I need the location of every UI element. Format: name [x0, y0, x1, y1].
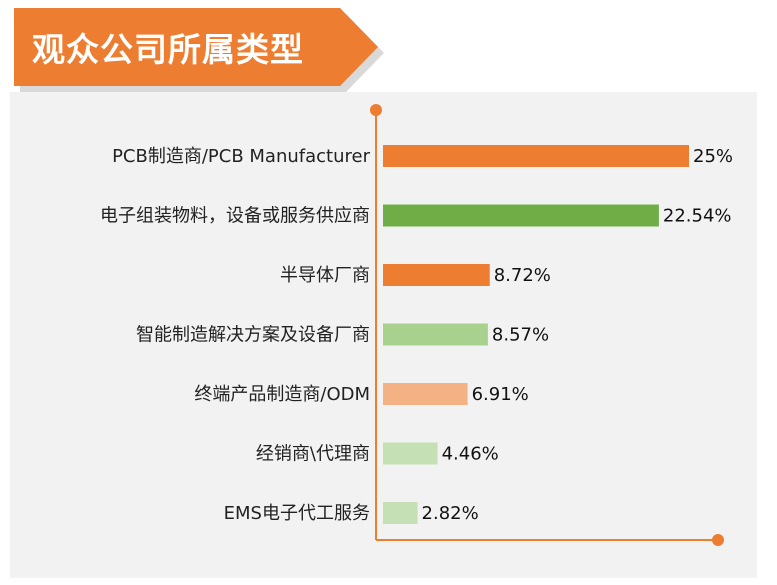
- data-label: 6.91%: [472, 384, 529, 405]
- bar: [383, 442, 438, 465]
- bar: [383, 204, 659, 227]
- title-banner: [14, 8, 384, 92]
- axis-end-dot: [712, 534, 724, 546]
- data-label: 22.54%: [663, 206, 732, 227]
- category-label: 电子组装物料，设备或服务供应商: [100, 206, 370, 227]
- category-label: 终端产品制造商/ODM: [194, 384, 370, 405]
- bar: [383, 323, 488, 346]
- category-label: EMS电子代工服务: [224, 503, 370, 524]
- category-label: 经销商\代理商: [256, 444, 370, 465]
- bar: [383, 145, 689, 167]
- data-label: 8.57%: [492, 325, 549, 346]
- bar: [383, 264, 490, 286]
- category-label: PCB制造商/PCB Manufacturer: [112, 146, 371, 167]
- bar: [383, 383, 468, 405]
- axis-end-dot: [370, 104, 382, 116]
- data-label: 4.46%: [442, 444, 499, 465]
- category-label: 智能制造解决方案及设备厂商: [136, 325, 370, 346]
- chart-title: 观众公司所属类型: [32, 30, 304, 69]
- data-label: 2.82%: [422, 503, 479, 524]
- data-label: 25%: [693, 146, 733, 167]
- category-label: 半导体厂商: [280, 265, 370, 286]
- bar: [383, 502, 418, 524]
- data-label: 8.72%: [494, 265, 551, 286]
